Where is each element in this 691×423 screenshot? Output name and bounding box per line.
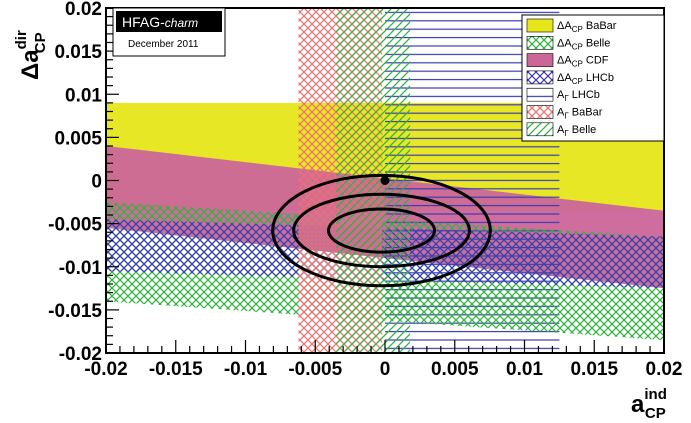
legend-label-sub: CP [572,60,583,69]
legend-swatch [526,70,554,85]
legend-label: ΔACP BaBar [557,20,617,34]
x-axis-title-sup: ind [644,386,667,403]
x-tick-label: 0.015 [570,359,618,380]
x-tick-label: -0.015 [149,359,203,380]
legend-label-sub: CP [572,77,583,86]
banner-title: HFAG- [122,14,165,30]
confidence-contour-2 [292,192,471,269]
legend-label-prefix: ΔA [557,72,572,84]
legend-label-sub: CP [572,25,583,34]
band-a-belle [336,8,411,353]
legend-swatch [526,122,554,137]
x-axis-title: aind CP [631,386,667,422]
legend-label-suffix: Belle [569,124,597,136]
legend-label: AΓ LHCb [557,89,600,103]
x-axis-title-sub: CP [645,405,666,422]
no-cpv-point [380,176,390,185]
x-tick-label: 0.02 [646,359,683,380]
y-tick-label: -0.01 [59,258,103,279]
x-tick-label: 0.005 [431,359,479,380]
legend-label-suffix: BaBar [569,107,603,119]
hfag-banner: HFAG-charm December 2011 [112,7,226,57]
legend-label-sub: CP [572,42,583,51]
y-tick-label: 0.01 [65,85,102,106]
axis-tick-labels: -0.02 -0.015 -0.01 -0.005 0 0.005 0.01 0.015 0.0… [48,0,682,380]
legend-label-prefix: ΔA [557,37,572,49]
y-axis-title: Δadir CP [13,30,49,80]
legend-label-suffix: LHCb [583,72,614,84]
legend-label: AΓ BaBar [557,107,603,121]
confidence-contour-3 [271,173,492,288]
y-tick-label: -0.02 [59,344,102,365]
y-axis-title-sup: dir [13,30,30,49]
x-tick-label: 0 [380,359,391,380]
y-axis-title-base: Δa [17,49,44,80]
legend-label: ΔACP CDF [557,55,609,69]
legend-label-prefix: A [557,124,565,136]
x-tick-label: -0.01 [224,359,268,380]
legend-label-sub: Γ [564,112,569,121]
svg-text:HFAG-charm: HFAG-charm [122,14,198,30]
legend-label: ΔACP LHCb [557,72,614,86]
legend-label-suffix: LHCb [569,89,600,101]
x-tick-label: 0.01 [506,359,543,380]
legend-label-prefix: A [557,89,565,101]
legend-label: AΓ Belle [557,124,596,138]
y-tick-label: 0.015 [54,42,102,63]
banner-title-italic: charm [165,16,198,30]
x-axis-title-base: a [631,391,645,418]
x-tick-label: -0.005 [288,359,342,380]
legend-label-prefix: ΔA [557,55,572,67]
legend-label-sub: Γ [564,94,569,103]
legend-swatch [526,18,554,33]
y-tick-label: 0 [91,172,102,193]
y-tick-label: -0.015 [48,301,102,322]
legend-swatch [526,105,554,119]
legend-label-suffix: Belle [583,37,611,49]
confidence-contour-1 [327,207,437,254]
legend-swatch [526,35,554,50]
legend-label: ΔACP Belle [557,37,610,51]
legend-label-prefix: ΔA [557,20,572,32]
axis-ticks [105,7,665,354]
legend-label-sub: Γ [564,129,569,138]
legend-label-suffix: BaBar [583,20,617,32]
banner-subtitle: December 2011 [128,39,199,50]
legend-swatch [526,53,554,67]
legend-swatch [526,87,554,102]
y-tick-label: 0.005 [54,128,102,149]
banner-header [116,11,222,32]
y-tick-label: -0.005 [48,215,102,236]
y-tick-label: 0.02 [65,0,102,20]
x-tick-label: -0.02 [84,359,127,380]
plot-area [106,8,664,353]
legend-label-prefix: A [557,107,565,119]
y-axis-title-sub: CP [32,32,49,53]
legend-label-suffix: CDF [583,55,609,67]
